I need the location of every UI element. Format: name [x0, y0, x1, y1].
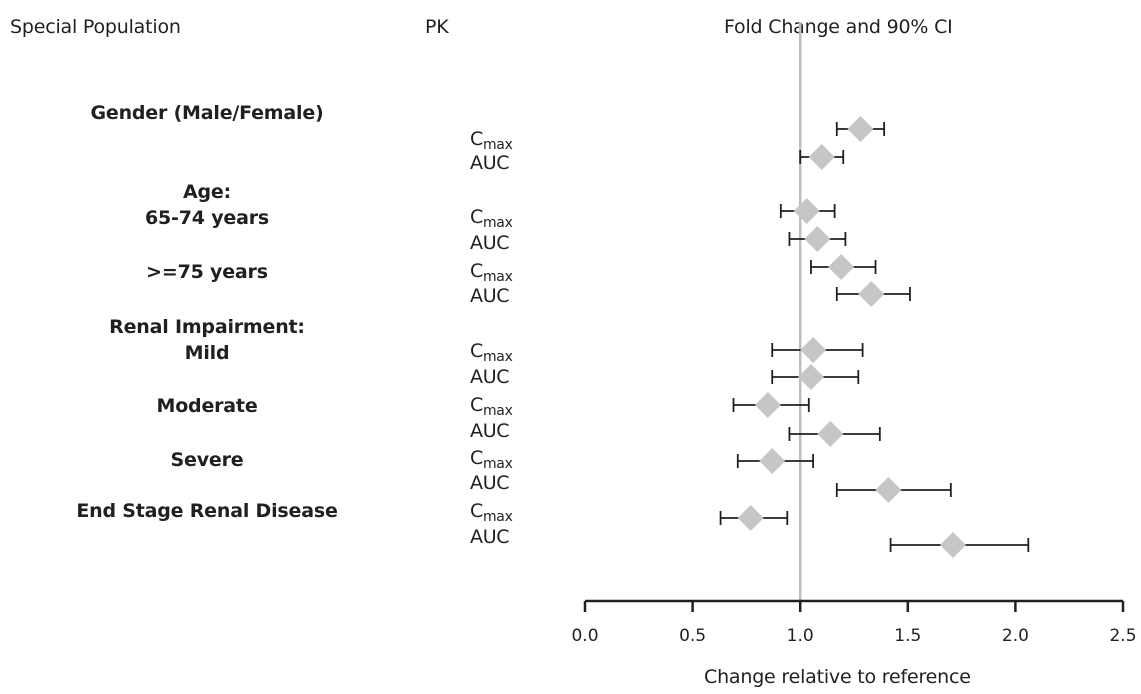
x-tick-label: 2.0: [1002, 626, 1029, 646]
group-label-renal: Renal Impairment:: [109, 316, 305, 338]
estimate-marker: [817, 421, 844, 447]
estimate-marker: [737, 505, 764, 531]
estimate-marker: [939, 532, 966, 558]
estimate-marker: [797, 364, 824, 390]
pk-label-auc: AUC: [470, 152, 510, 174]
x-tick-label: 1.5: [894, 626, 921, 646]
group-label-age-65-74: 65-74 years: [145, 207, 269, 229]
x-axis-title: Change relative to reference: [704, 666, 971, 688]
group-label-gender: Gender (Male/Female): [90, 102, 324, 124]
x-tick-label: 1.0: [787, 626, 814, 646]
x-tick-label: 2.5: [1109, 626, 1136, 646]
pk-label-cmax: Cmax: [470, 260, 513, 285]
estimate-marker: [875, 477, 902, 503]
group-label-moderate: Moderate: [156, 395, 258, 417]
group-label-age-75: >=75 years: [146, 261, 268, 283]
group-label-severe: Severe: [170, 449, 244, 471]
estimate-marker: [793, 198, 820, 224]
estimate-marker: [858, 281, 885, 307]
pk-label-auc: AUC: [470, 526, 510, 548]
header-fold-change: Fold Change and 90% CI: [724, 16, 953, 38]
pk-label-cmax: Cmax: [470, 447, 513, 472]
estimate-marker: [800, 337, 827, 363]
estimate-marker: [808, 144, 835, 170]
header-special-population: Special Population: [10, 16, 181, 38]
pk-label-auc: AUC: [470, 366, 510, 388]
pk-label-cmax: Cmax: [470, 340, 513, 365]
group-label-esrd: End Stage Renal Disease: [76, 500, 338, 522]
estimate-marker: [804, 226, 831, 252]
pk-label-cmax: Cmax: [470, 500, 513, 525]
estimate-marker: [828, 254, 855, 280]
group-label-mild: Mild: [184, 342, 230, 364]
x-tick-label: 0.5: [679, 626, 706, 646]
pk-label-cmax: Cmax: [470, 394, 513, 419]
pk-label-cmax: Cmax: [470, 128, 513, 153]
estimate-marker: [847, 116, 874, 142]
pk-label-cmax: Cmax: [470, 206, 513, 231]
pk-label-auc: AUC: [470, 420, 510, 442]
x-tick-label: 0.0: [571, 626, 598, 646]
estimate-marker: [754, 392, 781, 418]
header-pk: PK: [425, 16, 449, 38]
pk-label-auc: AUC: [470, 232, 510, 254]
group-label-age: Age:: [183, 181, 231, 203]
estimate-marker: [759, 448, 786, 474]
pk-label-auc: AUC: [470, 472, 510, 494]
pk-label-auc: AUC: [470, 285, 510, 307]
